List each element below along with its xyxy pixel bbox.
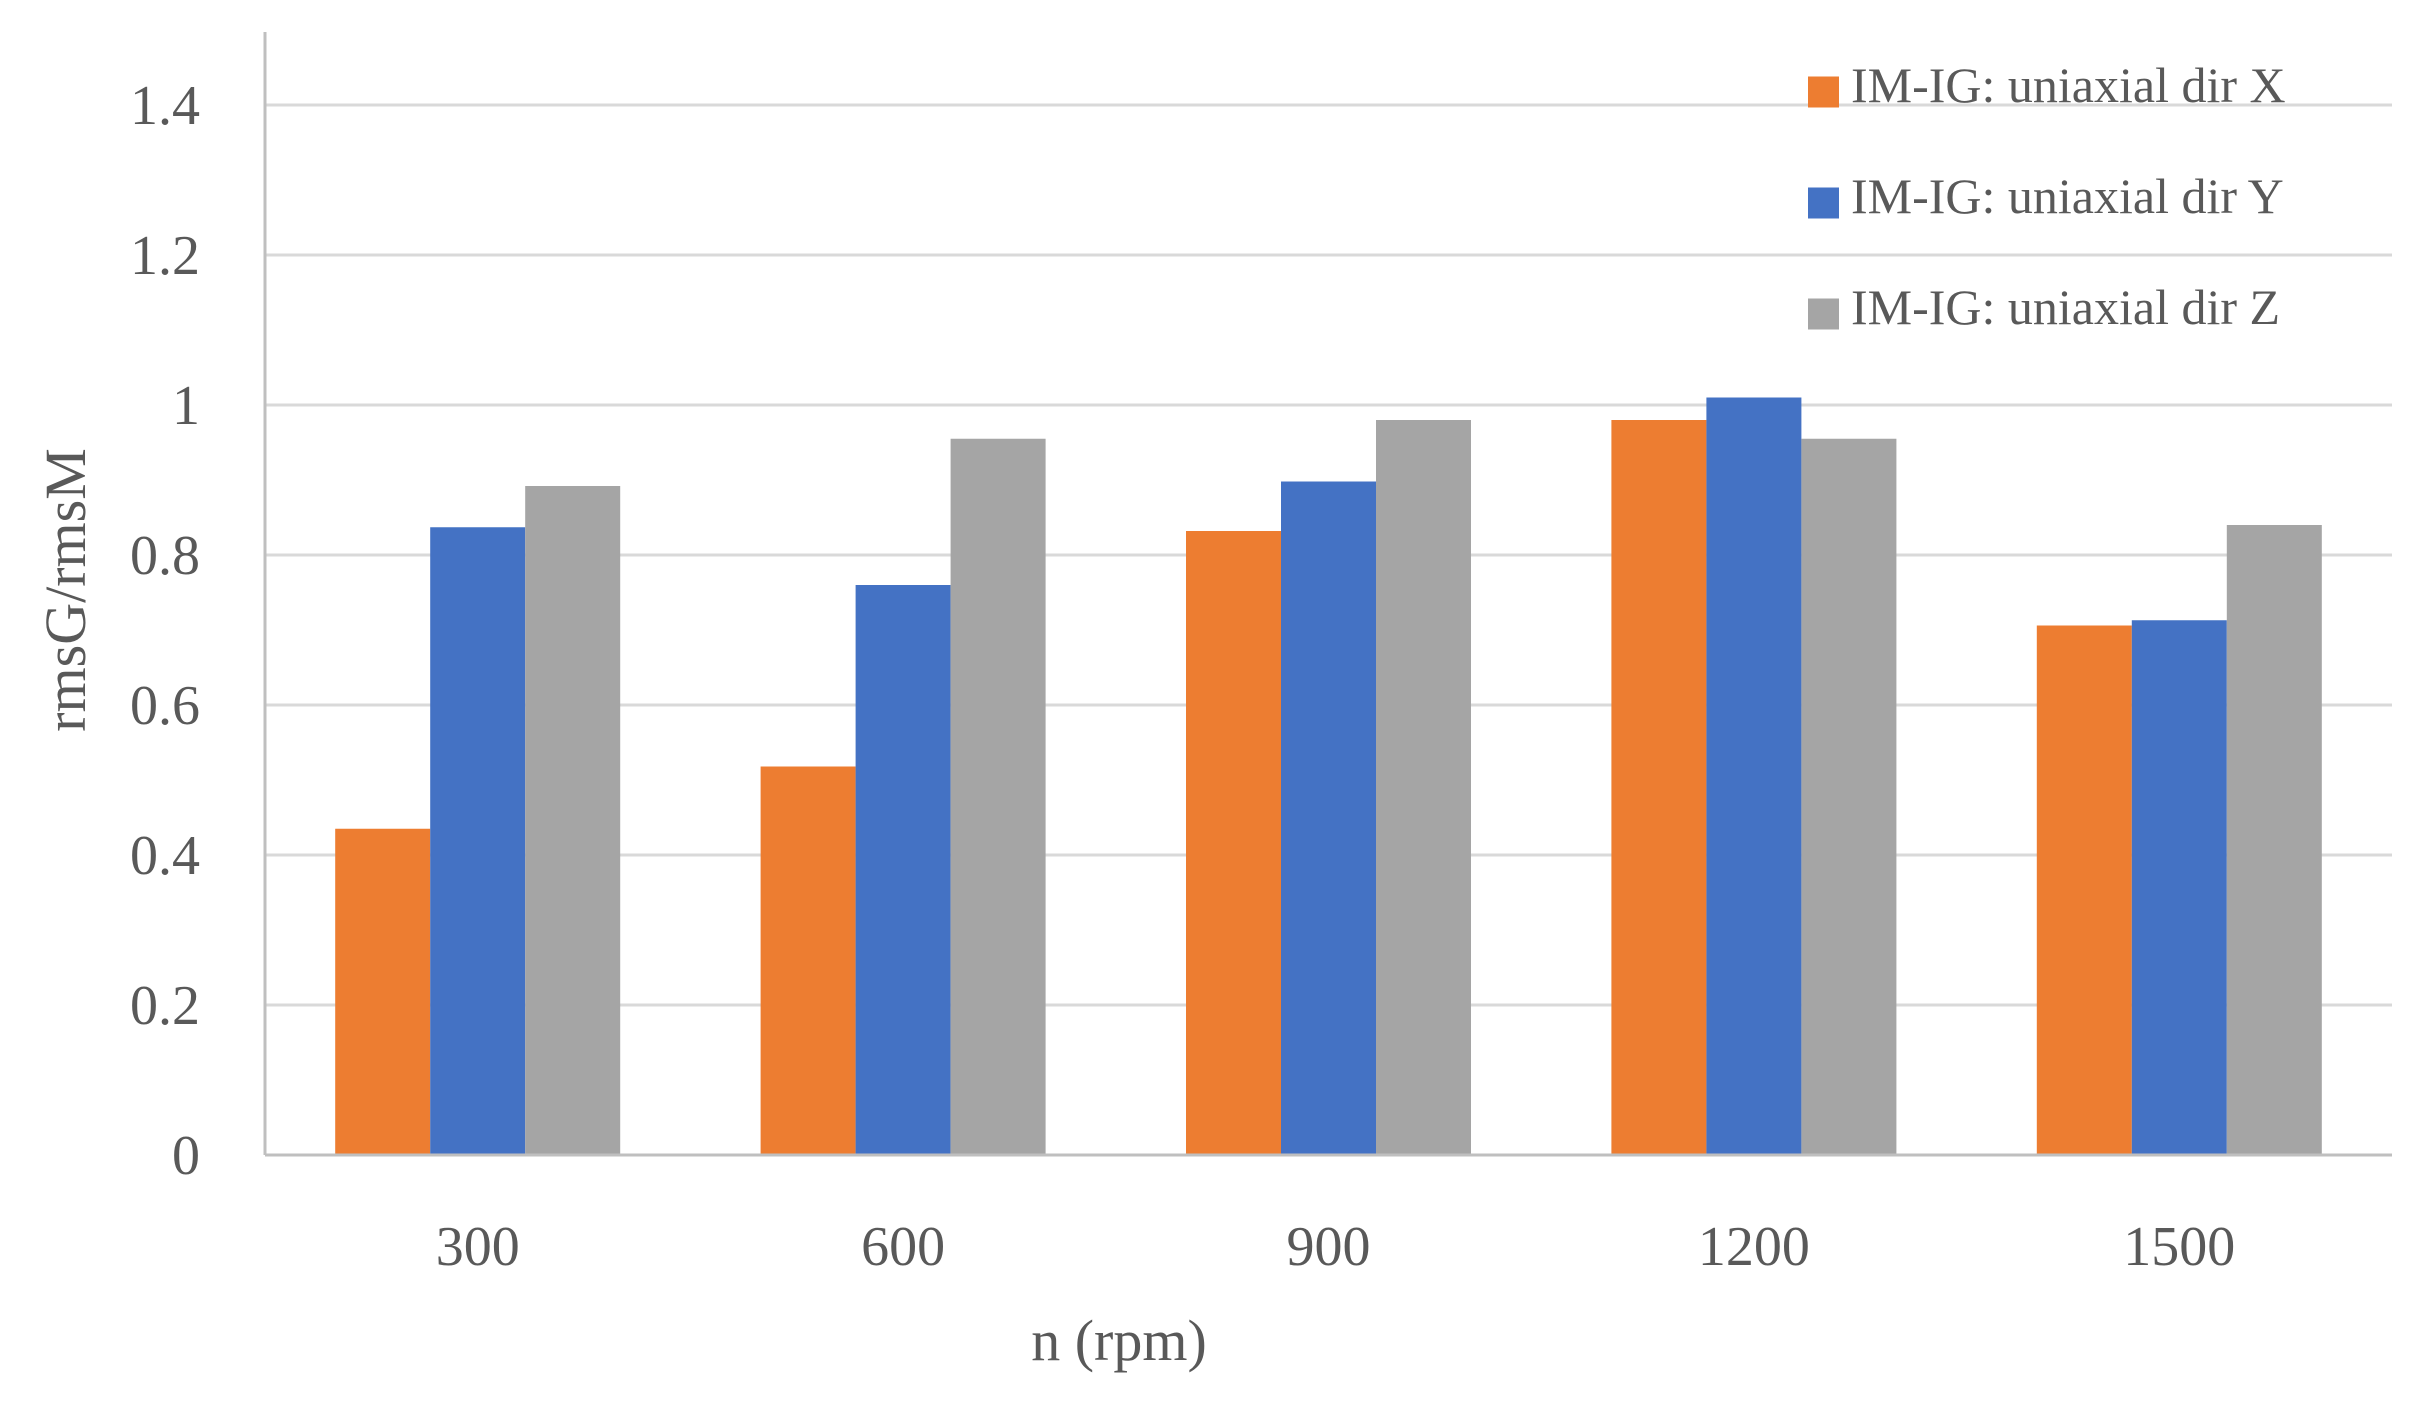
bar-300-series-2: [430, 527, 526, 1155]
bar-1500-series-1: [2036, 625, 2132, 1155]
bar-600-series-3: [950, 438, 1046, 1155]
x-tick-label: 900: [1287, 1216, 1371, 1278]
y-tick-label: 1.2: [130, 225, 200, 287]
legend-swatch: [1808, 298, 1839, 330]
legend-swatch: [1808, 187, 1839, 219]
x-tick-label: 1200: [1698, 1216, 1810, 1278]
bar-1200-series-1: [1611, 420, 1707, 1155]
x-axis-title: n (rpm): [1031, 1308, 1207, 1373]
y-tick-label: 1: [172, 375, 200, 437]
legend: IM-IG: uniaxial dir X IM-IG: uniaxial dir…: [1808, 57, 2286, 335]
y-tick-label: 0: [172, 1125, 200, 1187]
legend-label: IM-IG: uniaxial dir X: [1851, 57, 2286, 113]
legend-swatch: [1808, 76, 1839, 108]
axes: 0 0.2 0.4 0.6 0.8 1 1.2 1.4 300 600 900 1200 1500: [130, 32, 2392, 1278]
y-axis-title: rmsG/rmsM: [33, 448, 98, 732]
y-tick-label: 0.6: [130, 675, 200, 737]
bar-600-series-1: [760, 766, 856, 1155]
y-tick-label: 1.4: [130, 75, 200, 137]
bar-300-series-3: [525, 486, 621, 1155]
x-tick-label: 300: [436, 1216, 520, 1278]
bar-1500-series-3: [2226, 525, 2322, 1155]
bars: [335, 397, 2322, 1155]
legend-label: IM-IG: uniaxial dir Z: [1851, 279, 2280, 335]
y-tick-label: 0.4: [130, 825, 200, 887]
bar-900-series-2: [1281, 481, 1376, 1155]
y-tick-label: 0.2: [130, 975, 200, 1037]
bar-1200-series-3: [1801, 438, 1897, 1155]
bar-900-series-3: [1376, 420, 1471, 1155]
bar-300-series-1: [335, 828, 431, 1155]
bar-1200-series-2: [1706, 397, 1802, 1155]
legend-label: IM-IG: uniaxial dir Y: [1851, 168, 2284, 224]
x-tick-label: 600: [861, 1216, 945, 1278]
bar-600-series-2: [855, 585, 951, 1155]
bar-1500-series-2: [2131, 620, 2227, 1155]
y-tick-label: 0.8: [130, 525, 200, 587]
bar-900-series-1: [1186, 531, 1281, 1155]
x-tick-label: 1500: [2123, 1216, 2235, 1278]
